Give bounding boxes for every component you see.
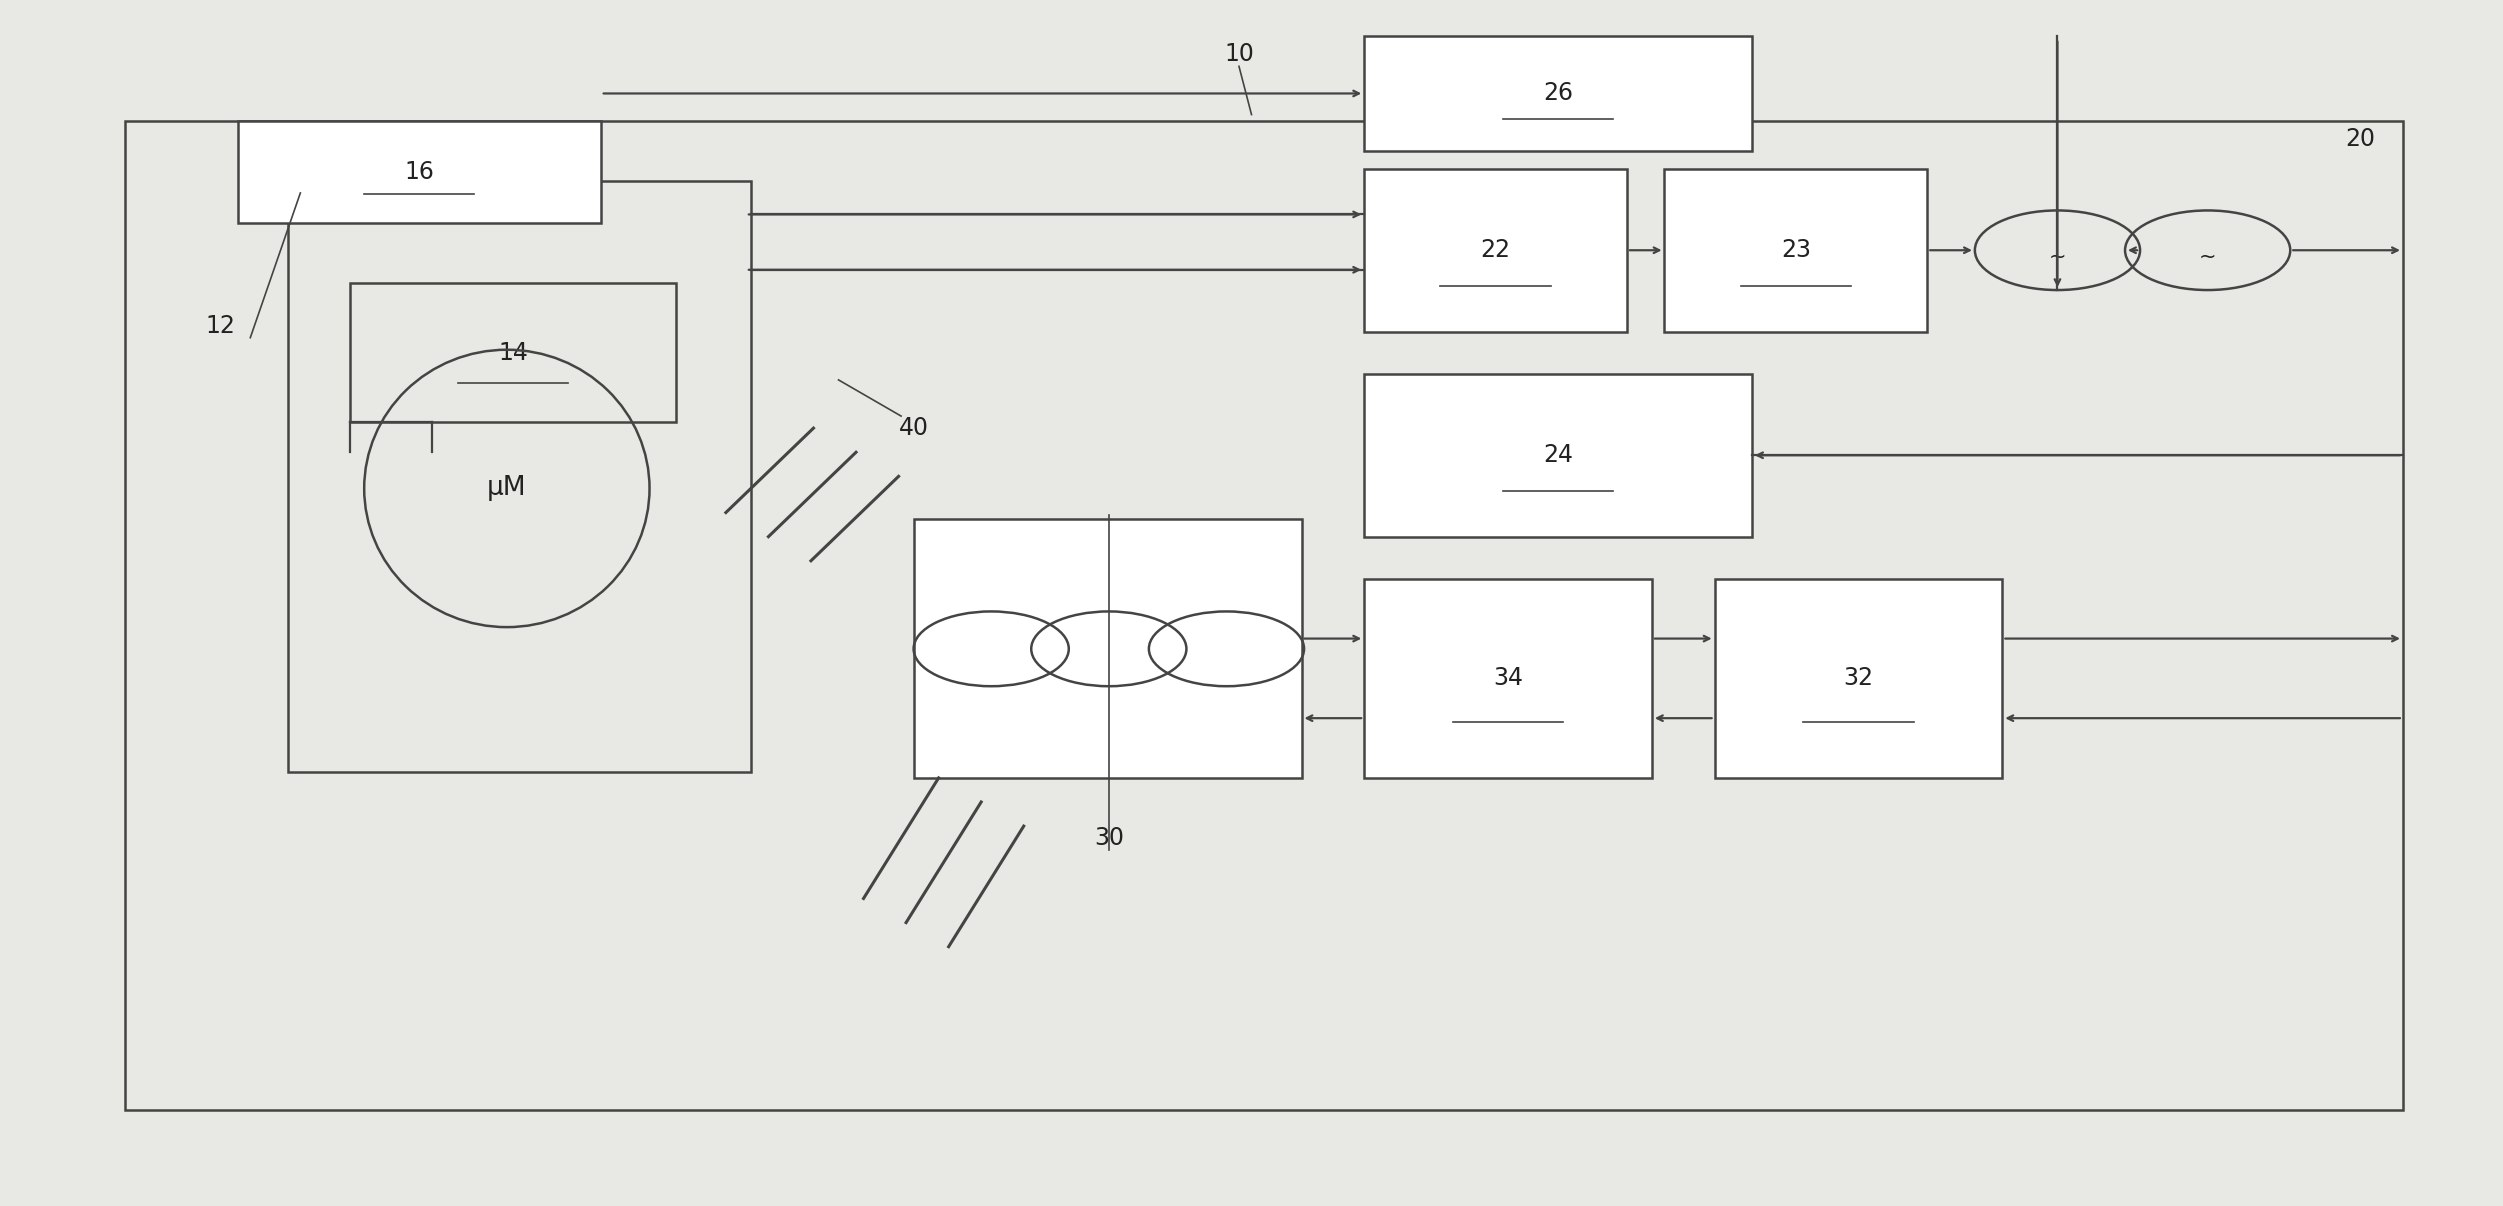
- Text: 40: 40: [899, 416, 929, 440]
- Text: 34: 34: [1494, 667, 1522, 690]
- Bar: [1364, 36, 1752, 151]
- Bar: [288, 181, 751, 772]
- Text: 30: 30: [1094, 826, 1124, 850]
- Text: 22: 22: [1482, 239, 1509, 262]
- Text: 16: 16: [405, 160, 433, 183]
- Text: 14: 14: [498, 341, 528, 364]
- Bar: [125, 121, 2403, 1110]
- Text: 32: 32: [1845, 667, 1872, 690]
- Text: 12: 12: [205, 314, 235, 338]
- Text: 10: 10: [1224, 42, 1254, 66]
- Text: 24: 24: [1544, 444, 1572, 467]
- Text: 26: 26: [1544, 82, 1572, 105]
- Bar: [1364, 374, 1752, 537]
- Bar: [1364, 579, 1652, 778]
- Bar: [914, 519, 1302, 778]
- Bar: [1715, 579, 2002, 778]
- Bar: [1364, 169, 1627, 332]
- Text: 20: 20: [2345, 127, 2375, 151]
- Text: ~: ~: [2050, 246, 2065, 267]
- Text: ~: ~: [2200, 246, 2215, 267]
- Bar: [238, 121, 601, 223]
- Bar: [1664, 169, 1927, 332]
- Text: 23: 23: [1782, 239, 1810, 262]
- Text: μM: μM: [488, 475, 526, 502]
- Bar: [350, 283, 676, 422]
